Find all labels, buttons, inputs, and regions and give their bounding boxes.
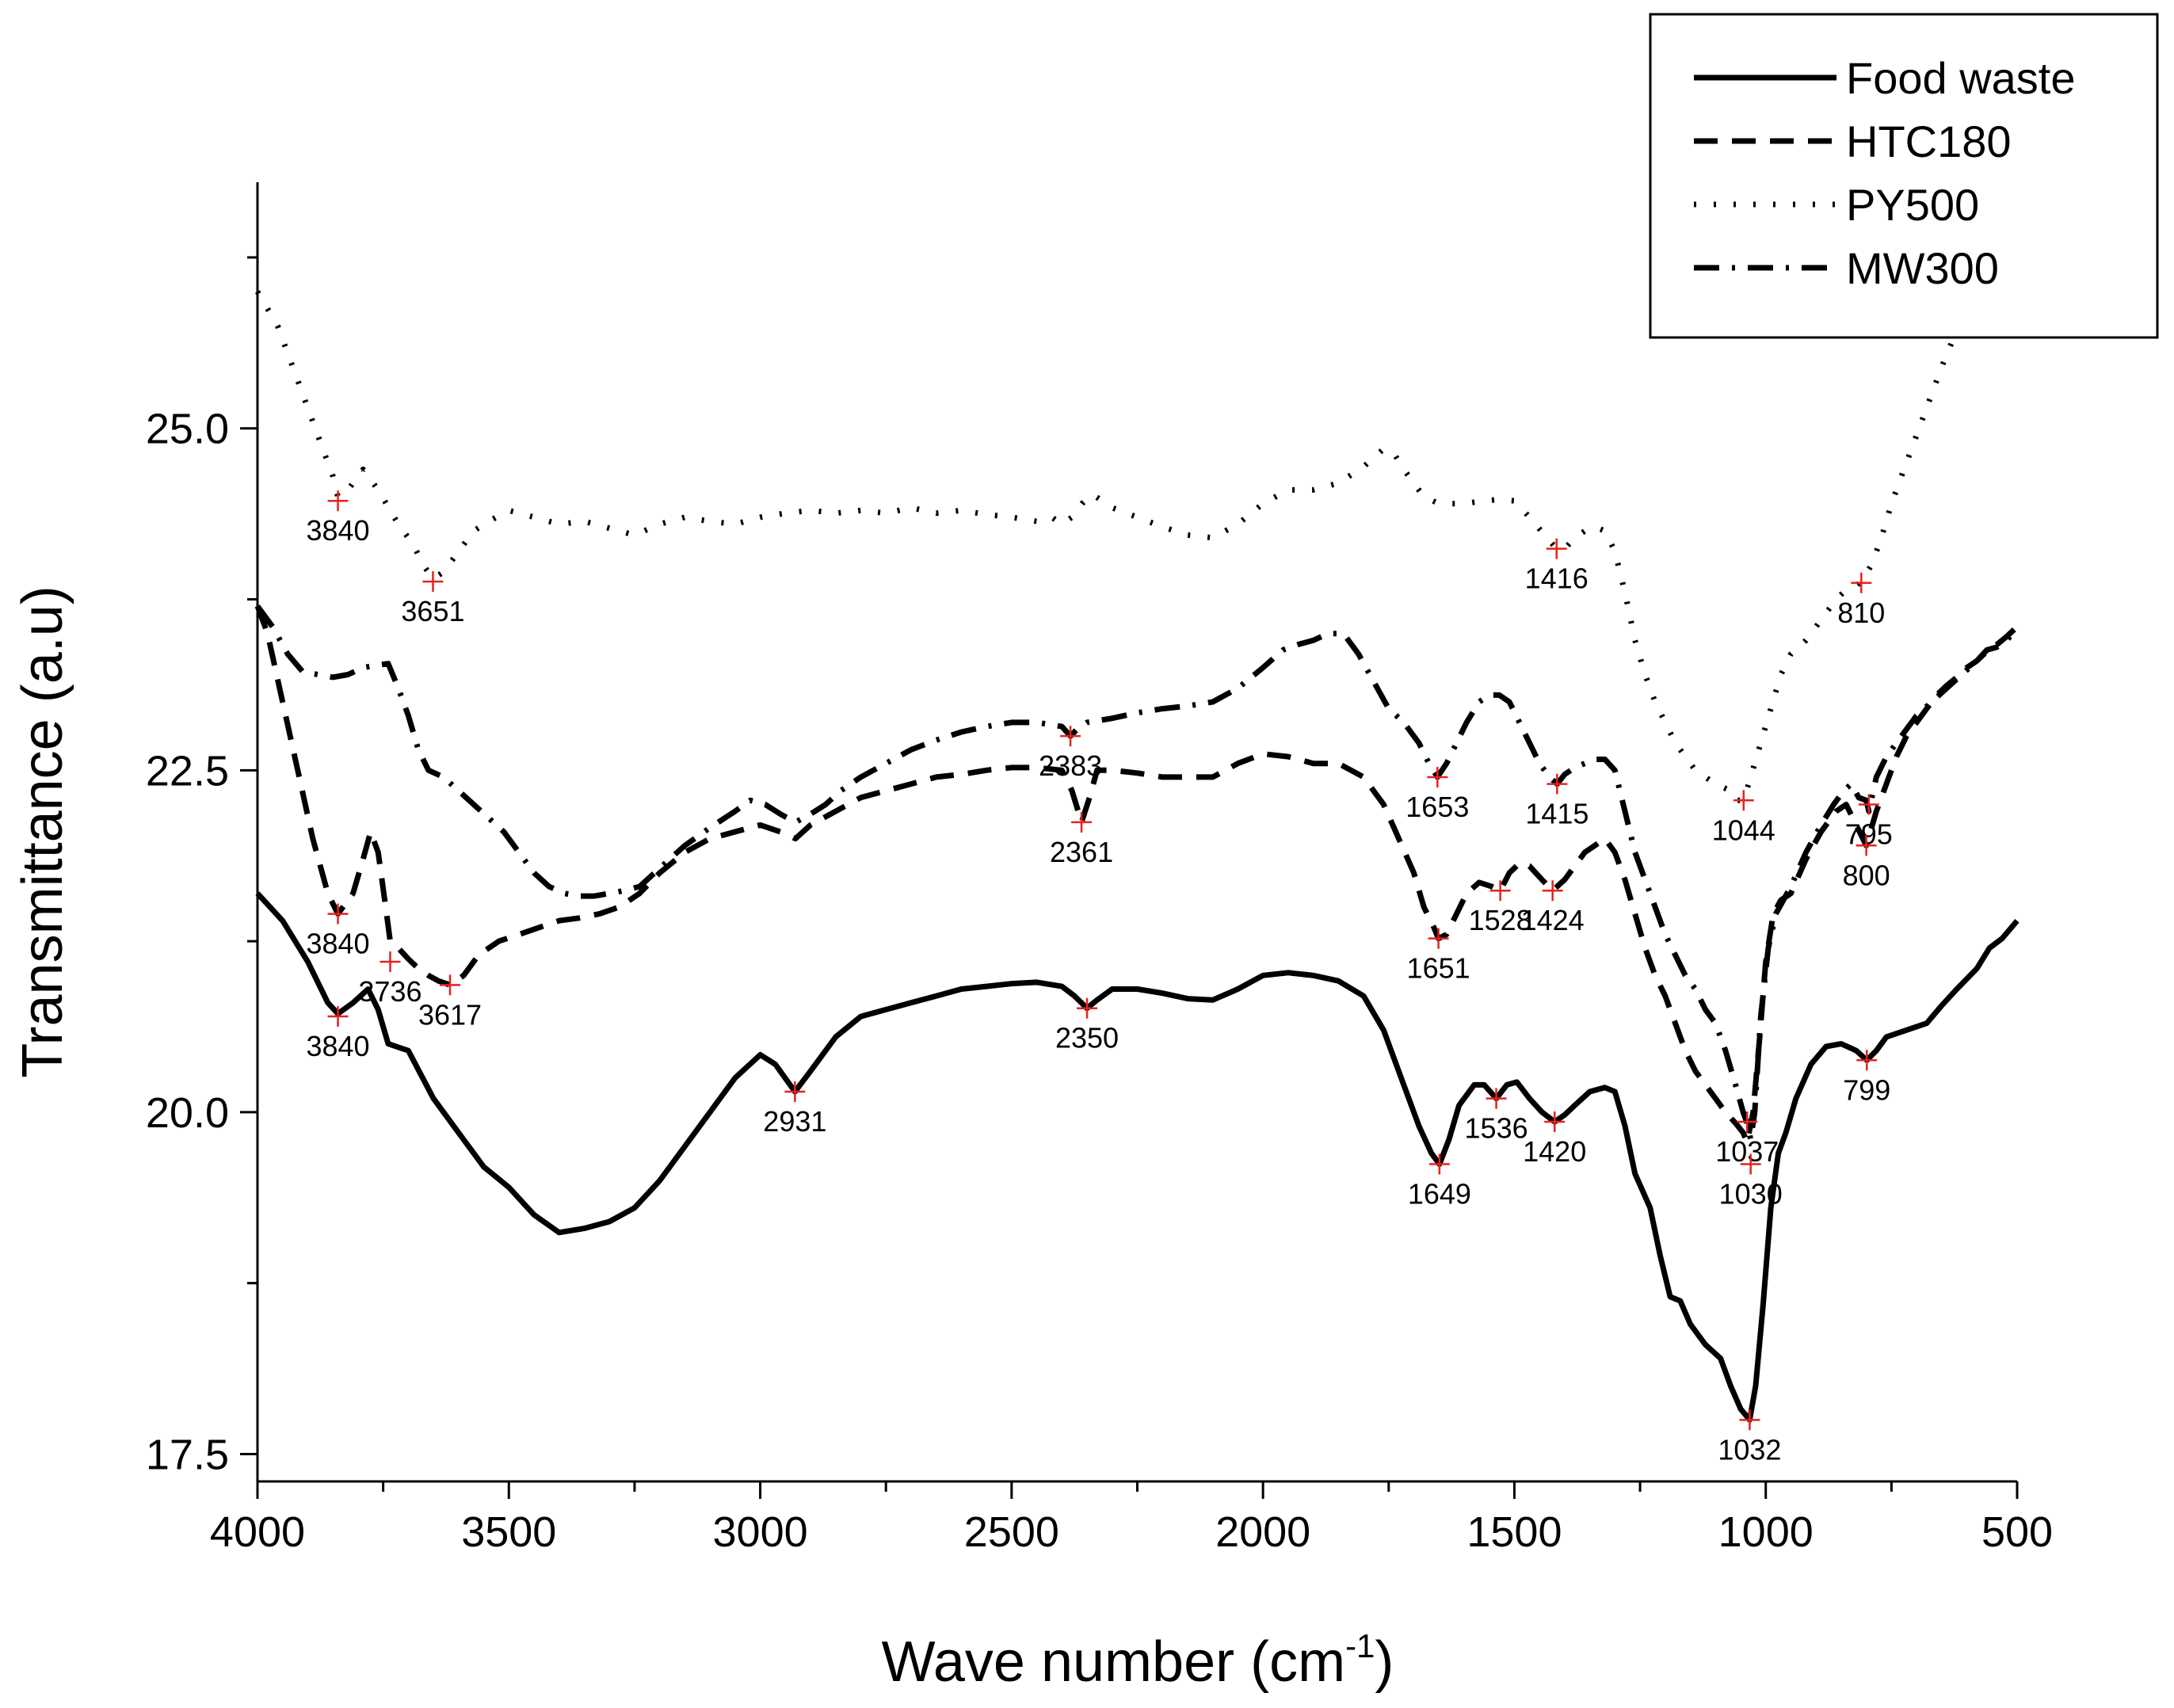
y-tick-label: 25.0 (146, 406, 229, 453)
peak-label: 1528 (1469, 904, 1532, 936)
peak-label: 1044 (1712, 814, 1775, 846)
peak-marker: 795 (1845, 794, 1893, 850)
peak-marker: 2931 (763, 1081, 826, 1138)
peak-label: 3840 (306, 514, 369, 547)
peak-marker: 3840 (306, 490, 370, 547)
peak-marker: 2361 (1050, 811, 1113, 868)
peak-label: 1420 (1523, 1135, 1586, 1168)
peak-marker: 3736 (358, 951, 422, 1008)
y-tick-label: 20.0 (146, 1089, 229, 1137)
x-axis-title-main: Wave number (cm (882, 1630, 1345, 1694)
peak-label: 2931 (763, 1105, 826, 1138)
x-tick-label: 3000 (713, 1508, 808, 1556)
peak-label: 1536 (1465, 1112, 1528, 1145)
x-tick-label: 3500 (461, 1508, 556, 1556)
series-group (254, 208, 2020, 1423)
peak-marker: 1032 (1718, 1409, 1781, 1466)
peak-label: 3840 (306, 928, 369, 960)
legend-label-py500: PY500 (1846, 180, 1979, 230)
peak-label: 3651 (401, 595, 464, 627)
x-ticks: 4000 3500 3000 2500 2000 1500 1000 500 (210, 1481, 2053, 1556)
legend-label-food-waste: Food waste (1846, 53, 2076, 103)
series-line-py500 (254, 208, 2020, 803)
x-tick-label: 500 (1981, 1508, 2053, 1556)
y-axis-title: Transmittance (a.u) (11, 585, 74, 1078)
peak-label: 3736 (358, 975, 421, 1008)
peak-label: 2383 (1039, 749, 1102, 782)
peak-marker: 3840 (306, 1006, 370, 1062)
peak-marker: 1037 (1715, 1111, 1779, 1168)
peak-label: 1653 (1405, 791, 1469, 823)
peak-marker: 1044 (1712, 790, 1775, 846)
peak-marker: 810 (1837, 572, 1885, 629)
x-axis-title-superscript: -1 (1345, 1627, 1375, 1664)
peak-label: 3617 (418, 998, 482, 1031)
x-tick-label: 4000 (210, 1508, 305, 1556)
series-line-htc180 (254, 604, 2020, 1146)
peak-marker: 1651 (1407, 928, 1470, 985)
peak-marker: 3617 (418, 974, 482, 1031)
peak-label: 2361 (1050, 836, 1113, 868)
legend-box (1649, 13, 2159, 339)
peak-label: 1037 (1715, 1135, 1779, 1168)
x-axis-title: Wave number (cm-1) (882, 1627, 1394, 1694)
peak-label: 3840 (306, 1030, 369, 1062)
peak-marker: 3651 (401, 571, 465, 627)
peak-label: 1415 (1525, 798, 1589, 830)
peak-annotations: 3840 3651 1416 810 2383 2361 1653 1415 1044 795 80… (306, 490, 1893, 1466)
peak-marker: 1416 (1525, 538, 1589, 595)
peak-marker: 1030 (1719, 1153, 1783, 1210)
series-line-mw300 (255, 604, 2020, 1142)
x-tick-label: 1000 (1718, 1508, 1814, 1556)
legend-label-htc180: HTC180 (1846, 116, 2012, 166)
peak-marker: 2383 (1039, 726, 1102, 782)
peak-marker: 2350 (1055, 997, 1119, 1054)
peak-label: 1649 (1408, 1177, 1471, 1210)
peak-label: 1416 (1525, 562, 1589, 595)
series-line-food-waste (255, 891, 2020, 1423)
y-tick-label: 17.5 (146, 1431, 229, 1478)
x-tick-label: 2000 (1215, 1508, 1310, 1556)
peak-label: 799 (1843, 1073, 1890, 1106)
peak-marker: 800 (1843, 835, 1890, 891)
y-tick-label: 22.5 (146, 747, 229, 795)
peak-label: 1424 (1521, 904, 1585, 936)
peak-marker: 1649 (1408, 1153, 1471, 1210)
legend: Food waste HTC180 PY500 MW300 (1649, 13, 2159, 339)
legend-label-mw300: MW300 (1846, 243, 1999, 293)
peak-marker: 1653 (1405, 766, 1469, 823)
x-axis-title-end: ) (1375, 1630, 1394, 1694)
peak-marker: 1420 (1523, 1111, 1586, 1168)
peak-label: 1651 (1407, 952, 1470, 985)
peak-label: 1032 (1718, 1433, 1781, 1466)
peak-label: 2350 (1055, 1022, 1119, 1054)
peak-label: 810 (1837, 597, 1885, 629)
peak-marker: 1528 (1469, 880, 1532, 936)
peak-marker: 799 (1843, 1050, 1890, 1106)
peak-label: 1030 (1719, 1177, 1783, 1210)
peak-marker: 1536 (1465, 1088, 1528, 1145)
peak-marker: 1424 (1521, 880, 1585, 936)
peak-label: 800 (1843, 859, 1890, 891)
y-ticks: 17.5 20.0 22.5 25.0 (146, 256, 257, 1478)
x-tick-label: 1500 (1466, 1508, 1562, 1556)
x-tick-label: 2500 (964, 1508, 1059, 1556)
peak-marker: 1415 (1525, 773, 1589, 830)
peak-marker: 3840 (306, 903, 370, 960)
